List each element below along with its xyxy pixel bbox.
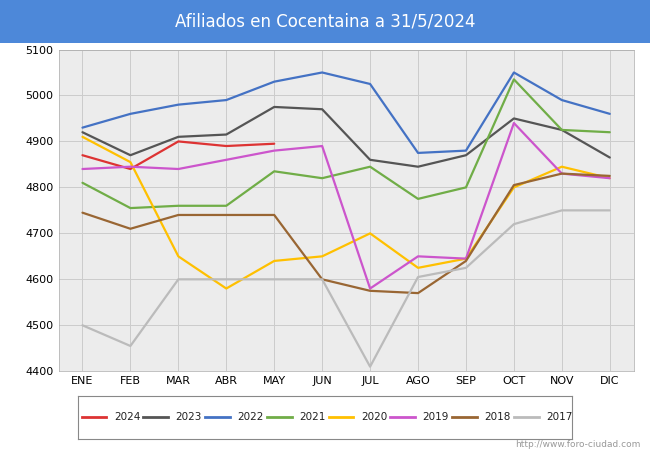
Text: 2024: 2024 — [114, 412, 140, 423]
Text: 2020: 2020 — [361, 412, 387, 423]
Text: http://www.foro-ciudad.com: http://www.foro-ciudad.com — [515, 440, 640, 449]
Text: 2021: 2021 — [299, 412, 326, 423]
Text: 2022: 2022 — [237, 412, 264, 423]
Text: 2019: 2019 — [422, 412, 449, 423]
Text: Afiliados en Cocentaina a 31/5/2024: Afiliados en Cocentaina a 31/5/2024 — [175, 12, 475, 31]
Text: 2018: 2018 — [484, 412, 511, 423]
Text: 2023: 2023 — [176, 412, 202, 423]
Text: 2017: 2017 — [546, 412, 573, 423]
